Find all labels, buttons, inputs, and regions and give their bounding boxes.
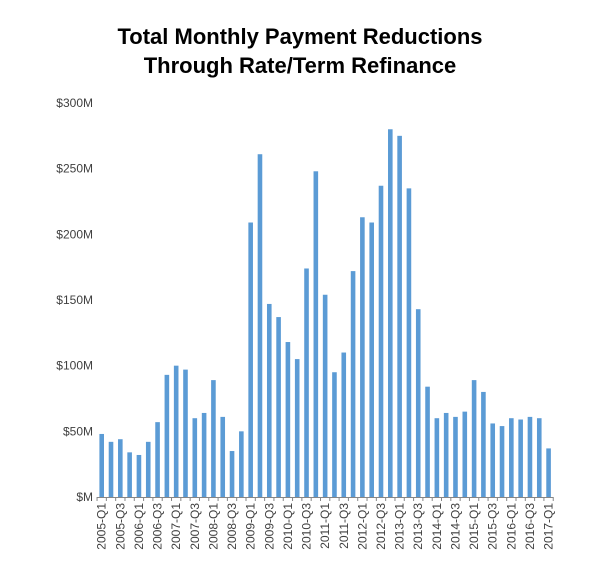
bar-2011-Q3: [341, 352, 347, 497]
bar-2010-Q2: [294, 359, 300, 497]
bar-2009-Q4: [276, 317, 281, 497]
bar-2013-Q1: [397, 135, 402, 498]
bar-2009-Q2: [257, 154, 263, 497]
x-tick-label: 2014-Q1: [430, 503, 444, 550]
bar-2009-Q1: [248, 222, 253, 497]
y-tick-label: $100M: [56, 359, 93, 373]
bar-2015-Q2: [481, 391, 486, 497]
bar-2005-Q1: [99, 433, 104, 497]
bar-2012-Q4: [388, 129, 393, 497]
bar-2017-Q1: [546, 448, 551, 497]
x-tick-label: 2011-Q3: [337, 503, 351, 549]
x-tick-label: 2006-Q3: [151, 503, 165, 550]
y-tick-label: $250M: [56, 162, 93, 176]
y-tick-label: $50M: [63, 424, 93, 438]
x-tick-label: 2009-Q1: [244, 503, 258, 550]
bar-2009-Q3: [266, 303, 272, 497]
bar-2006-Q1: [136, 454, 142, 497]
bar-2008-Q2: [220, 416, 226, 497]
bar-2012-Q3: [378, 185, 384, 498]
bar-2013-Q2: [406, 188, 412, 497]
bar-2011-Q4: [350, 271, 356, 497]
x-tick-label: 2005-Q1: [95, 503, 109, 550]
bar-2006-Q3: [155, 422, 160, 497]
chart-title: Total Monthly Payment Reductions Through…: [0, 22, 600, 80]
x-tick-label: 2017-Q1: [542, 503, 556, 550]
x-tick-label: 2013-Q1: [393, 503, 407, 550]
bar-2014-Q3: [453, 416, 458, 497]
bar-2014-Q1: [434, 418, 440, 497]
y-tick-label: $200M: [56, 227, 93, 241]
x-tick-label: 2008-Q1: [206, 503, 220, 550]
x-tick-label: 2009-Q3: [262, 503, 276, 550]
chart-title-line-2: Through Rate/Term Refinance: [143, 53, 457, 78]
bar-2014-Q4: [462, 411, 468, 497]
bar-2016-Q2: [518, 419, 523, 497]
bar-2014-Q2: [443, 412, 449, 497]
bar-2016-Q4: [536, 418, 542, 497]
bar-2008-Q4: [239, 431, 244, 497]
bar-2016-Q1: [509, 418, 514, 497]
x-tick-label: 2007-Q1: [169, 503, 183, 550]
x-tick-label: 2010-Q3: [300, 503, 314, 550]
chart-title-line-1: Total Monthly Payment Reductions: [117, 24, 483, 49]
y-tick-label: $150M: [56, 293, 93, 307]
x-tick-label: 2012-Q1: [355, 503, 369, 550]
bar-2005-Q3: [118, 439, 123, 497]
bar-2011-Q1: [322, 294, 328, 497]
bar-2015-Q1: [471, 380, 477, 497]
y-tick-label: $300M: [56, 96, 93, 110]
bar-2011-Q2: [332, 372, 337, 497]
bar-2006-Q2: [145, 441, 151, 497]
bar-2015-Q4: [499, 426, 505, 497]
bar-2012-Q2: [369, 222, 374, 497]
bar-2010-Q1: [285, 342, 291, 497]
bar-2007-Q2: [183, 369, 188, 497]
x-tick-label: 2006-Q1: [132, 503, 146, 550]
bar-2007-Q3: [192, 418, 198, 497]
x-tick-label: 2005-Q3: [113, 503, 127, 550]
bar-2005-Q4: [127, 452, 132, 497]
x-tick-label: 2016-Q3: [523, 503, 537, 550]
x-tick-label: 2014-Q3: [448, 503, 462, 550]
bar-2013-Q4: [425, 386, 430, 497]
bar-2007-Q1: [173, 365, 179, 497]
bar-2008-Q3: [229, 451, 235, 497]
bar-2010-Q4: [313, 171, 319, 497]
x-tick-label: 2008-Q3: [225, 503, 239, 550]
x-tick-label: 2013-Q3: [411, 503, 425, 550]
bar-2013-Q3: [415, 309, 421, 497]
x-tick-label: 2010-Q1: [281, 503, 295, 550]
bar-2007-Q4: [201, 412, 207, 497]
bar-2015-Q3: [490, 423, 496, 497]
x-tick-label: 2016-Q1: [504, 503, 518, 550]
bar-2012-Q1: [360, 217, 365, 497]
x-tick-label: 2015-Q1: [467, 503, 481, 550]
y-tick-label: $M: [76, 490, 93, 504]
x-tick-label: 2015-Q3: [486, 503, 500, 550]
bar-2016-Q3: [527, 416, 533, 497]
x-tick-label: 2012-Q3: [374, 503, 388, 550]
x-tick-label: 2007-Q3: [188, 503, 202, 550]
x-tick-label: 2011-Q1: [318, 503, 332, 549]
bar-2006-Q4: [164, 374, 170, 497]
bar-2010-Q3: [304, 268, 309, 497]
bar-2005-Q2: [108, 441, 114, 497]
bar-2008-Q1: [211, 380, 216, 497]
